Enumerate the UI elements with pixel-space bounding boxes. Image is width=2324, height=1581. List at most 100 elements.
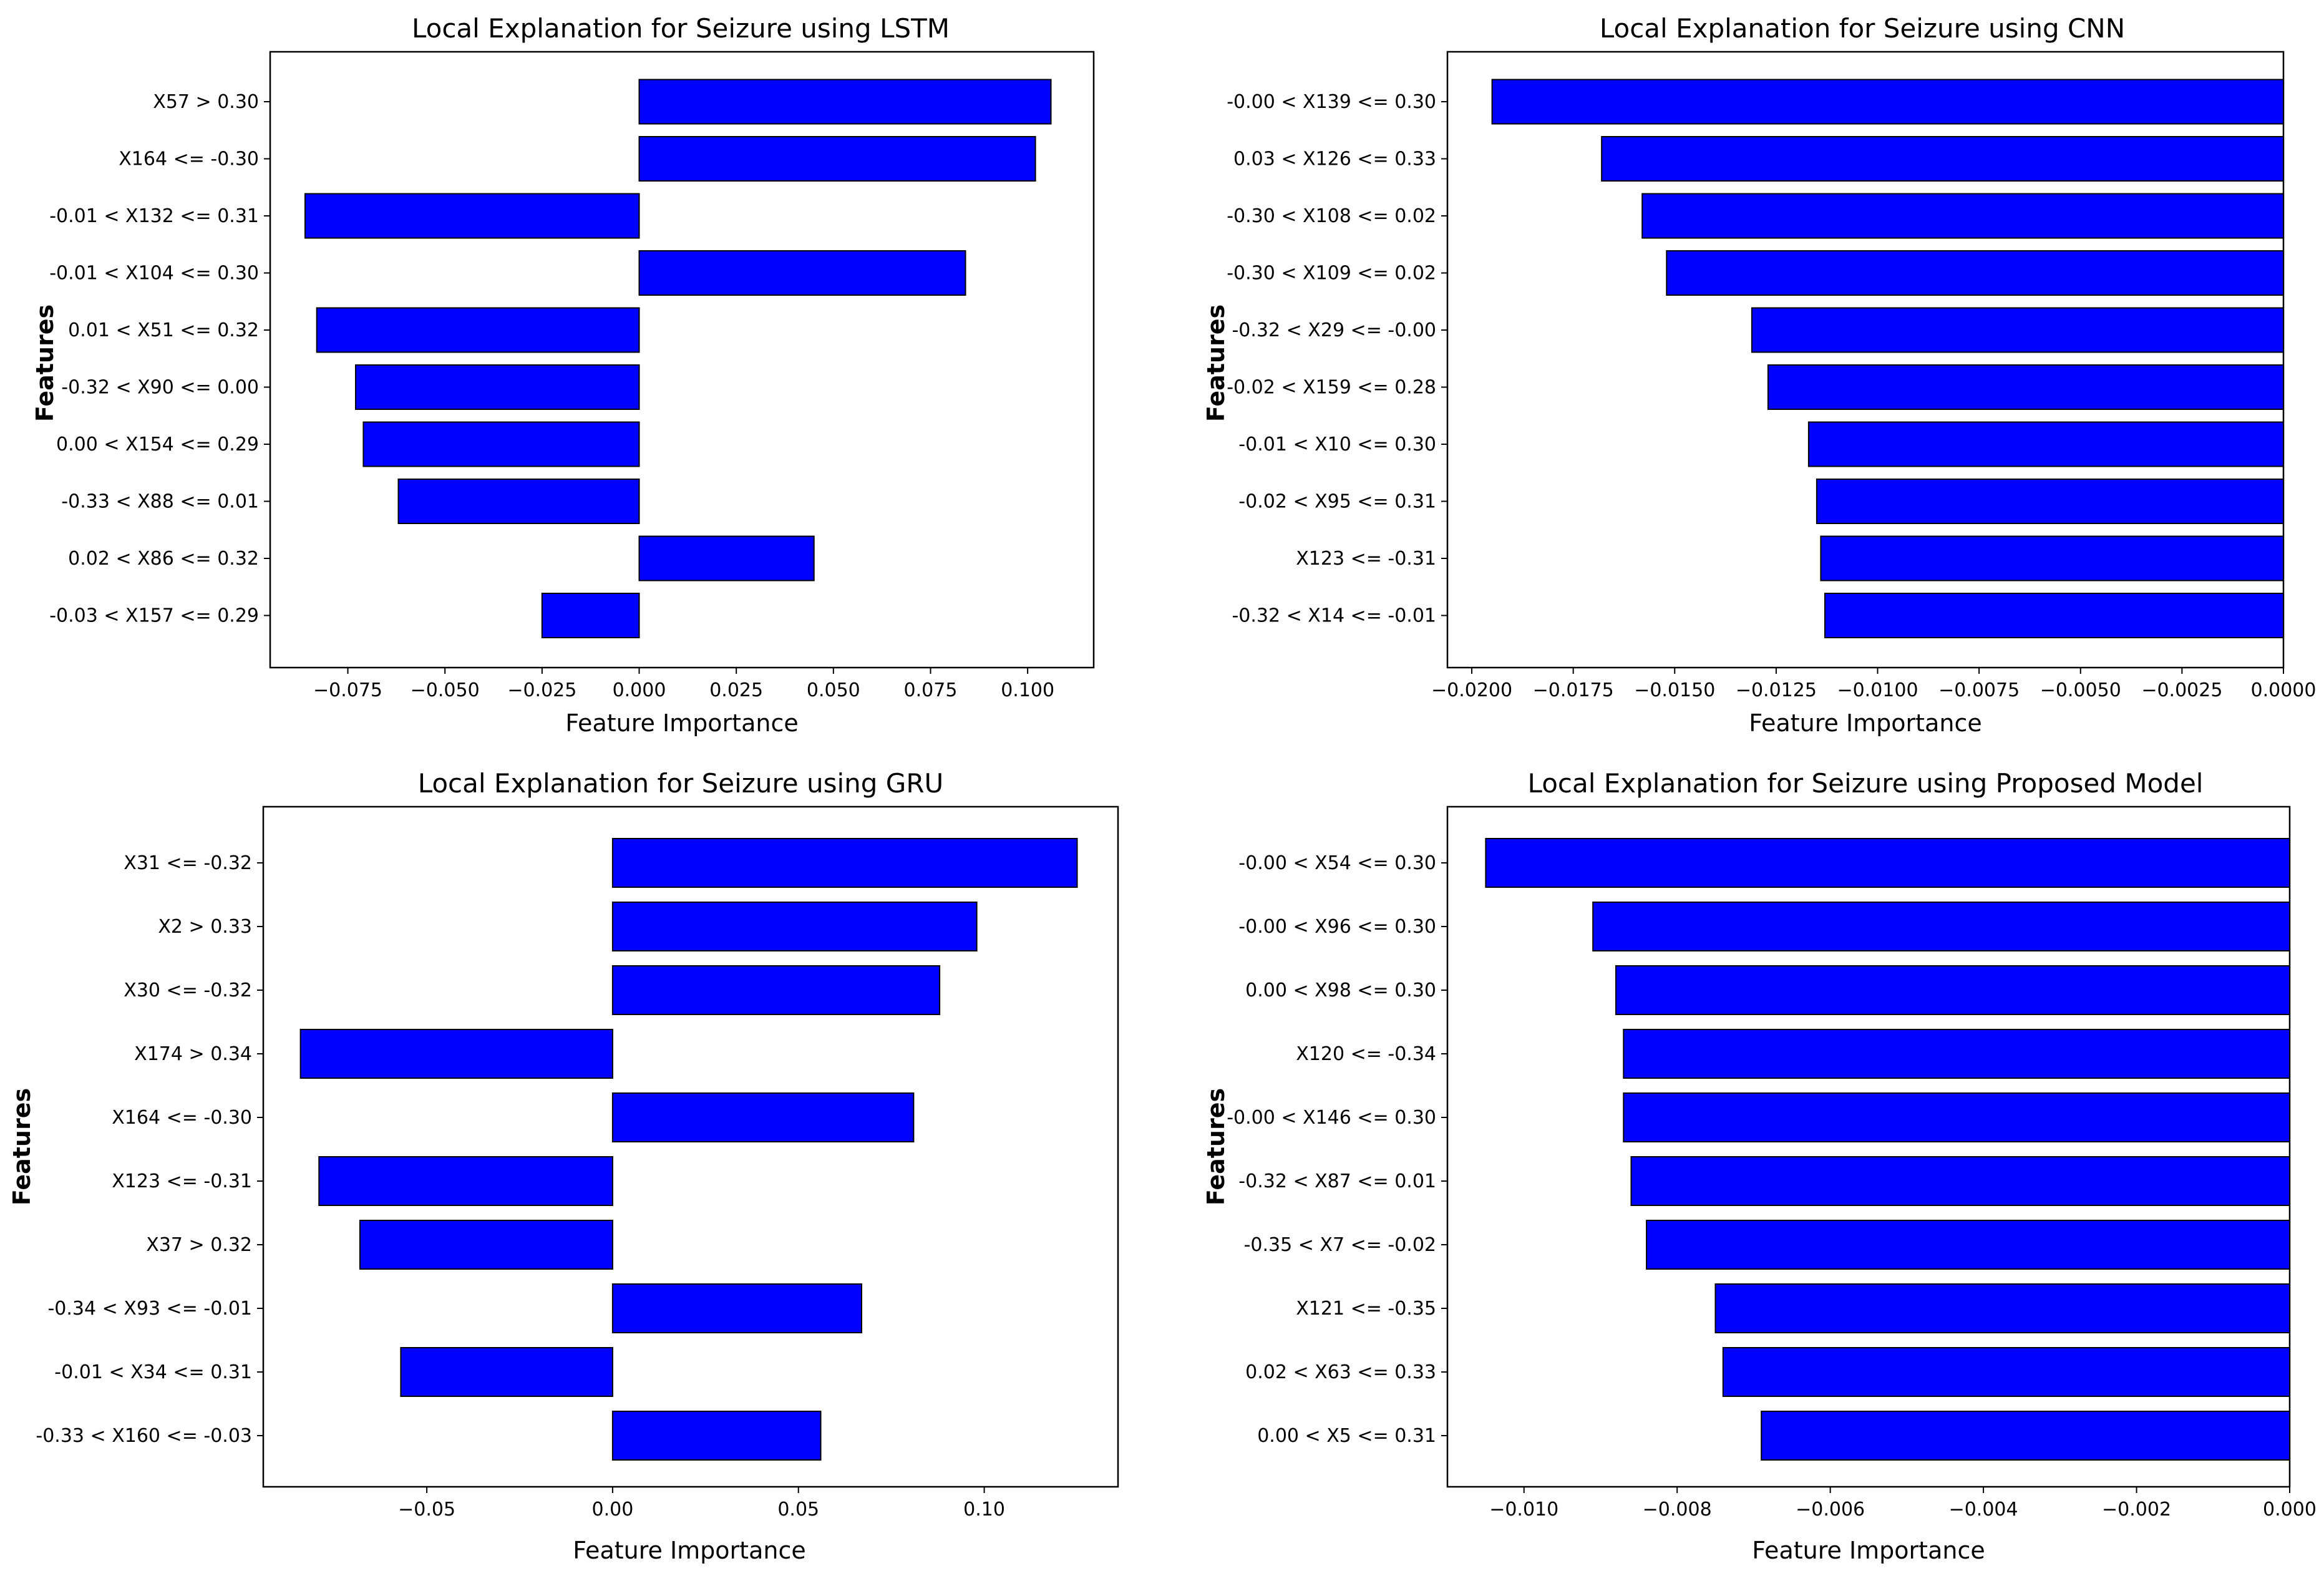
- y-tick-label: X123 <= -0.31: [1296, 548, 1436, 570]
- y-tick-label: X120 <= -0.34: [1296, 1043, 1436, 1065]
- y-tick-label: 0.03 < X126 <= 0.33: [1233, 148, 1436, 170]
- y-tick-label: -0.00 < X96 <= 0.30: [1238, 916, 1436, 938]
- y-tick-labels: -0.00 < X54 <= 0.30 -0.00 < X96 <= 0.30 0.…: [1227, 852, 1447, 1447]
- chart-panel-proposed-model: Local Explanation for Seizure using Prop…: [1202, 768, 2317, 1564]
- y-tick-label: X174 > 0.34: [134, 1043, 252, 1065]
- x-tick-label: 0.0000: [2251, 679, 2317, 701]
- bar: [638, 250, 966, 296]
- bar: [1824, 593, 2284, 638]
- x-tick-label: 0.000: [613, 679, 666, 701]
- x-tick-label: 0.050: [807, 679, 860, 701]
- y-tick-label: -0.03 < X157 <= 0.29: [49, 605, 259, 627]
- bar: [611, 838, 1078, 888]
- y-tick-label: -0.00 < X54 <= 0.30: [1238, 852, 1436, 874]
- bar: [359, 1220, 613, 1270]
- bar-group: [299, 838, 1078, 1461]
- x-tick-label: 0.075: [904, 679, 958, 701]
- bar: [611, 902, 978, 951]
- bar: [1491, 79, 2285, 125]
- x-tick-label: −0.05: [398, 1499, 455, 1520]
- bar: [362, 421, 640, 467]
- y-tick-labels: X31 <= -0.32 X2 > 0.33 X30 <= -0.32 X174 > …: [36, 852, 263, 1447]
- bar: [1630, 1156, 2290, 1206]
- bar: [541, 593, 640, 638]
- bar: [1623, 1029, 2290, 1079]
- plot-frame: [1446, 805, 2291, 1488]
- plot-frame: [269, 51, 1095, 669]
- bar: [1646, 1220, 2291, 1270]
- x-axis-label: Feature Importance: [573, 1537, 805, 1564]
- bar: [1623, 1092, 2290, 1142]
- bar: [1767, 364, 2284, 410]
- x-tick-label: −0.002: [2102, 1499, 2171, 1520]
- x-tick-label: 0.00: [592, 1499, 634, 1520]
- chart-panel-cnn: Local Explanation for Seizure using CNN …: [1202, 13, 2316, 737]
- bar: [304, 193, 640, 239]
- bar: [1615, 965, 2290, 1015]
- y-tick-label: -0.33 < X88 <= 0.01: [61, 491, 259, 513]
- x-tick-label: −0.008: [1643, 1499, 1712, 1520]
- x-tick-label: 0.100: [1001, 679, 1054, 701]
- bar: [316, 307, 640, 353]
- bar: [1641, 193, 2284, 239]
- bar: [1807, 421, 2284, 467]
- bar: [638, 136, 1036, 182]
- x-tick-label: −0.0050: [2040, 679, 2121, 701]
- bar: [397, 479, 640, 524]
- x-tick-label: 0.025: [709, 679, 763, 701]
- y-tick-label: X57 > 0.30: [153, 91, 259, 113]
- bar: [1592, 902, 2290, 951]
- chart-title: Local Explanation for Seizure using GRU: [418, 768, 944, 799]
- y-tick-label: 0.00 < X5 <= 0.31: [1257, 1425, 1436, 1447]
- x-tick-label: −0.004: [1949, 1499, 2018, 1520]
- x-tick-labels: −0.010 −0.008 −0.006 −0.004 −0.002 0.000: [1489, 1487, 2317, 1520]
- bar-group: [304, 79, 1052, 638]
- x-tick-label: 0.05: [777, 1499, 819, 1520]
- chart-title: Local Explanation for Seizure using Prop…: [1528, 768, 2204, 799]
- y-tick-label: -0.34 < X93 <= -0.01: [47, 1298, 252, 1320]
- chart-title: Local Explanation for Seizure using LSTM: [412, 13, 950, 44]
- y-tick-labels: X57 > 0.30 X164 <= -0.30 -0.01 < X132 <= 0…: [49, 91, 270, 627]
- y-tick-label: -0.01 < X104 <= 0.30: [49, 263, 259, 285]
- y-tick-label: -0.01 < X34 <= 0.31: [54, 1361, 252, 1383]
- y-tick-label: X2 > 0.33: [158, 916, 252, 938]
- bar: [1666, 250, 2285, 296]
- x-tick-label: −0.0175: [1533, 679, 1614, 701]
- y-tick-label: -0.30 < X109 <= 0.02: [1227, 263, 1436, 285]
- x-tick-label: −0.010: [1489, 1499, 1558, 1520]
- bar: [1485, 838, 2290, 888]
- y-tick-label: X121 <= -0.35: [1296, 1298, 1436, 1320]
- bar-group: [1491, 79, 2285, 638]
- y-tick-label: 0.02 < X63 <= 0.33: [1245, 1361, 1436, 1383]
- x-tick-label: 0.10: [963, 1499, 1005, 1520]
- x-axis-label: Feature Importance: [565, 709, 798, 737]
- x-tick-labels: −0.0200 −0.0175 −0.0150 −0.0125 −0.0100 −0.00…: [1431, 668, 2317, 701]
- y-tick-label: -0.02 < X95 <= 0.31: [1238, 491, 1436, 513]
- x-tick-label: −0.0025: [2141, 679, 2222, 701]
- x-tick-labels: −0.075 −0.050 −0.025 0.000 0.025 0.050 0.075 0.…: [313, 668, 1054, 701]
- y-tick-label: -0.00 < X146 <= 0.30: [1227, 1107, 1436, 1129]
- y-axis-label: Features: [31, 304, 59, 422]
- y-tick-label: 0.00 < X98 <= 0.30: [1245, 980, 1436, 1001]
- y-axis-label: Features: [8, 1088, 36, 1205]
- x-axis-label: Feature Importance: [1752, 1537, 1985, 1564]
- bar: [638, 79, 1052, 125]
- y-tick-label: -0.02 < X159 <= 0.28: [1227, 377, 1436, 399]
- bar: [1601, 136, 2284, 182]
- y-tick-label: -0.33 < X160 <= -0.03: [36, 1425, 252, 1447]
- y-tick-label: X30 <= -0.32: [124, 980, 252, 1001]
- y-tick-labels: -0.00 < X139 <= 0.30 0.03 < X126 <= 0.33 -…: [1227, 91, 1447, 627]
- chart-title: Local Explanation for Seizure using CNN: [1600, 13, 2125, 44]
- y-tick-label: -0.00 < X139 <= 0.30: [1227, 91, 1436, 113]
- bar: [299, 1029, 613, 1079]
- bar: [1722, 1347, 2291, 1397]
- x-tick-label: −0.050: [411, 679, 480, 701]
- y-tick-label: X123 <= -0.31: [112, 1170, 252, 1192]
- x-tick-label: −0.006: [1796, 1499, 1865, 1520]
- x-tick-label: −0.0150: [1634, 679, 1715, 701]
- x-axis-label: Feature Importance: [1749, 709, 1981, 737]
- x-tick-label: −0.0125: [1736, 679, 1817, 701]
- chart-panel-lstm: Local Explanation for Seizure using LSTM…: [31, 13, 1095, 737]
- plot-frame: [262, 805, 1119, 1488]
